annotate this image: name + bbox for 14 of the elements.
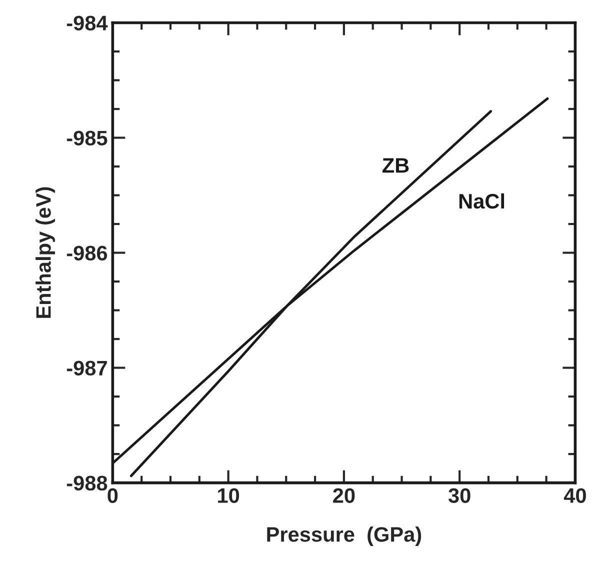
y-tick-label: -986: [66, 246, 108, 261]
x-tick-label: 20: [333, 488, 355, 503]
x-tick-label: 10: [218, 488, 240, 503]
series-label: NaCl: [459, 193, 504, 209]
y-tick-label: -987: [66, 360, 107, 376]
y-axis-title: Enthalpy (eV): [36, 187, 56, 318]
x-tick-label: 30: [448, 488, 470, 503]
y-tick-label: -988: [66, 476, 108, 491]
series-label: ZB: [382, 158, 409, 173]
x-axis-title: Pressure (GPa): [267, 526, 422, 546]
y-tick-label: -984: [66, 16, 108, 30]
y-tick-label: -985: [66, 130, 108, 146]
x-tick-label: 40: [564, 488, 586, 503]
x-tick-label: 0: [108, 488, 118, 503]
